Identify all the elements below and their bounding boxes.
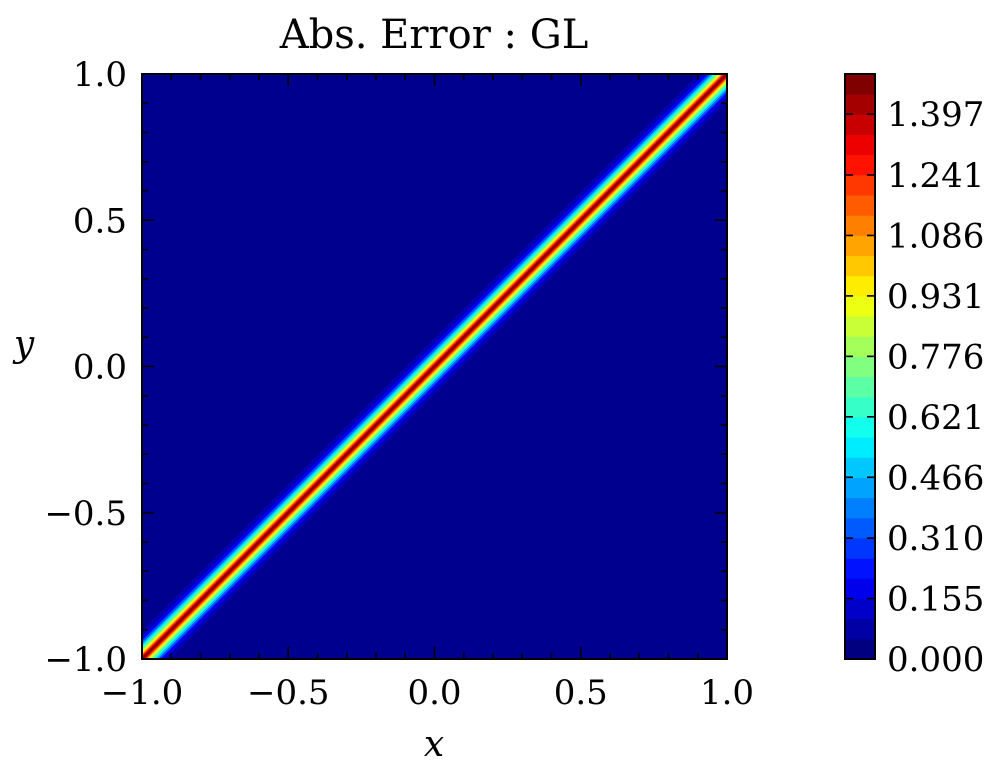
colorbar-band bbox=[845, 416, 875, 438]
colorbar-band bbox=[845, 335, 875, 357]
colorbar-band bbox=[845, 234, 875, 257]
y-tick-labels: −1.0 −0.5 0.0 0.5 1.0 bbox=[44, 55, 127, 680]
colorbar-bands bbox=[845, 73, 875, 660]
colorbar: 0.000 0.155 0.310 0.466 0.621 0.776 0.931 1.086… bbox=[844, 73, 984, 680]
colorbar-band bbox=[845, 436, 875, 458]
x-tick-label: −1.0 bbox=[101, 673, 184, 713]
colorbar-tick-label: 0.931 bbox=[887, 277, 984, 317]
colorbar-band bbox=[845, 134, 875, 156]
colorbar-band bbox=[845, 73, 875, 95]
colorbar-band bbox=[845, 476, 875, 499]
colorbar-band bbox=[845, 638, 875, 660]
colorbar-band bbox=[845, 618, 875, 640]
colorbar-band bbox=[845, 577, 875, 599]
y-tick-label: −0.5 bbox=[44, 494, 127, 534]
colorbar-tick-label: 0.621 bbox=[887, 398, 984, 438]
colorbar-band bbox=[845, 174, 875, 196]
colorbar-band bbox=[845, 154, 875, 176]
colorbar-band bbox=[845, 537, 875, 559]
colorbar-frame bbox=[844, 73, 876, 660]
colorbar-band bbox=[845, 557, 875, 579]
colorbar-band bbox=[845, 255, 875, 277]
x-tick-labels: −1.0 −0.5 0.0 0.5 1.0 bbox=[101, 673, 754, 713]
y-tick-label: 0.5 bbox=[73, 201, 127, 241]
colorbar-band bbox=[845, 355, 875, 378]
y-tick-label: 0.0 bbox=[73, 348, 127, 388]
colorbar-band bbox=[845, 517, 875, 539]
colorbar-band bbox=[845, 396, 875, 418]
colorbar-band bbox=[845, 456, 875, 478]
colorbar-tick-label: 0.155 bbox=[887, 580, 984, 620]
colorbar-tick-label: 1.397 bbox=[887, 95, 984, 135]
x-axis-label: x bbox=[424, 724, 444, 765]
heatmap-band bbox=[142, 74, 727, 659]
x-tick-label: 0.5 bbox=[554, 673, 608, 713]
colorbar-tick-label: 0.466 bbox=[887, 458, 984, 498]
colorbar-band bbox=[845, 315, 875, 337]
y-axis-label: y bbox=[12, 324, 35, 365]
colorbar-band bbox=[845, 214, 875, 236]
plot-ticks bbox=[141, 73, 728, 660]
x-tick-label: −0.5 bbox=[247, 673, 330, 713]
colorbar-band bbox=[845, 93, 875, 115]
y-tick-label: 1.0 bbox=[73, 55, 127, 95]
x-tick-label: 0.0 bbox=[407, 673, 461, 713]
x-tick-label: 1.0 bbox=[700, 673, 754, 713]
plot-area bbox=[141, 73, 728, 660]
band-layer-12 bbox=[142, 74, 727, 659]
colorbar-band bbox=[845, 194, 875, 216]
colorbar-tick-label: 1.241 bbox=[887, 156, 984, 196]
colorbar-ticks: 0.000 0.155 0.310 0.466 0.621 0.776 0.931 1.086… bbox=[845, 95, 984, 680]
colorbar-tick-label: 0.310 bbox=[887, 519, 984, 559]
colorbar-tick-label: 1.086 bbox=[887, 216, 984, 256]
colorbar-tick-label: 0.000 bbox=[887, 640, 984, 680]
colorbar-band bbox=[845, 597, 875, 620]
colorbar-band bbox=[845, 295, 875, 317]
chart-title: Abs. Error : GL bbox=[279, 12, 589, 58]
colorbar-band bbox=[845, 275, 875, 297]
colorbar-tick-label: 0.776 bbox=[887, 337, 984, 377]
colorbar-band bbox=[845, 376, 875, 398]
colorbar-band bbox=[845, 497, 875, 519]
colorbar-band bbox=[845, 113, 875, 136]
y-tick-label: −1.0 bbox=[44, 640, 127, 680]
